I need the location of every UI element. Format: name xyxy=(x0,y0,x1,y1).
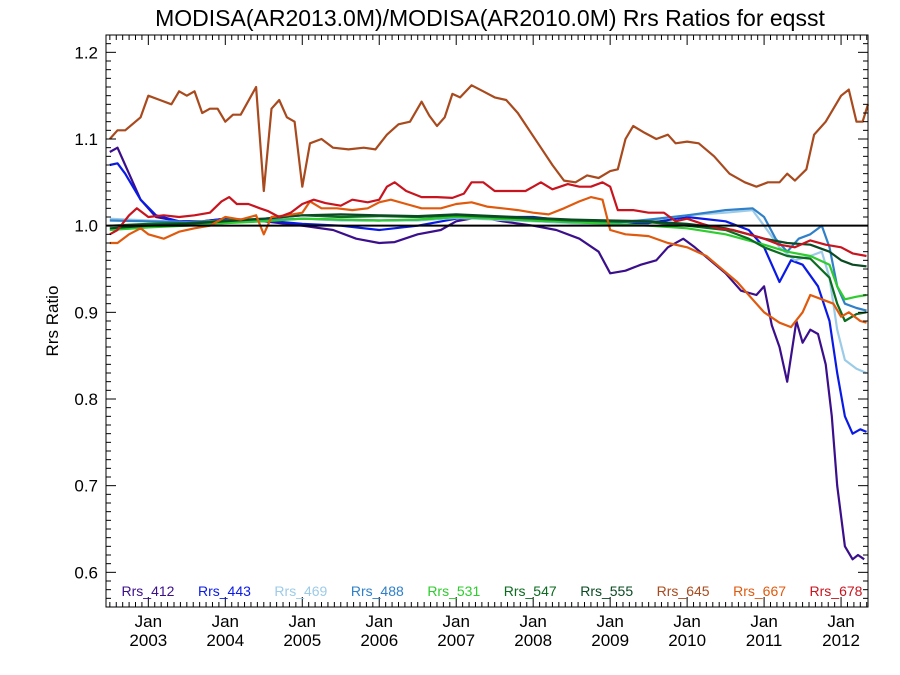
x-tick-year-label: 2012 xyxy=(822,631,860,650)
x-tick-month-label: Jan xyxy=(366,612,393,631)
legend-label-rrs-488: Rrs_488 xyxy=(351,583,404,599)
y-tick-label: 1.0 xyxy=(74,217,98,236)
y-tick-label: 0.7 xyxy=(74,477,98,496)
y-axis-ticks: 0.6 0.7 0.8 0.9 1.0 1.1 1.2 xyxy=(74,43,868,599)
legend-label-rrs-555: Rrs_555 xyxy=(580,583,633,599)
legend-label-rrs-469: Rrs_469 xyxy=(274,583,327,599)
x-tick-year-label: 2011 xyxy=(746,631,783,650)
chart-title: MODISA(AR2013.0M)/MODISA(AR2010.0M) Rrs … xyxy=(155,5,825,31)
legend-label-rrs-678: Rrs_678 xyxy=(810,583,863,599)
legend: Rrs_412 Rrs_443 Rrs_469 Rrs_488 Rrs_531 Rrs_5… xyxy=(122,583,863,599)
x-tick-month-label: Jan xyxy=(289,612,316,631)
y-tick-label: 1.1 xyxy=(74,130,98,149)
x-tick-year-label: 2006 xyxy=(360,631,398,650)
series-line-rrs-678 xyxy=(109,181,867,258)
x-axis-ticks: Jan2003Jan2004Jan2005Jan2006Jan2007Jan20… xyxy=(109,35,868,650)
legend-label-rrs-667: Rrs_667 xyxy=(733,583,786,599)
x-tick-month-label: Jan xyxy=(135,612,162,631)
legend-label-rrs-531: Rrs_531 xyxy=(427,583,480,599)
x-tick-month-label: Jan xyxy=(519,612,546,631)
x-tick-year-label: 2008 xyxy=(514,631,552,650)
y-tick-label: 0.8 xyxy=(74,390,98,409)
x-tick-month-label: Jan xyxy=(596,612,623,631)
legend-label-rrs-412: Rrs_412 xyxy=(122,583,175,599)
legend-label-rrs-645: Rrs_645 xyxy=(657,583,710,599)
x-tick-month-label: Jan xyxy=(750,612,777,631)
x-tick-year-label: 2004 xyxy=(206,631,244,650)
series-line-rrs-547 xyxy=(109,214,867,323)
legend-label-rrs-547: Rrs_547 xyxy=(504,583,557,599)
y-tick-label: 0.9 xyxy=(74,303,98,322)
x-tick-month-label: Jan xyxy=(673,612,700,631)
legend-label-rrs-443: Rrs_443 xyxy=(198,583,251,599)
x-tick-year-label: 2003 xyxy=(129,631,167,650)
plot-frame xyxy=(105,34,869,608)
series-line-rrs-645 xyxy=(108,84,870,193)
x-tick-month-label: Jan xyxy=(443,612,470,631)
y-tick-label: 1.2 xyxy=(74,43,98,62)
x-tick-year-label: 2005 xyxy=(283,631,321,650)
plot-border xyxy=(105,34,869,608)
series-line-rrs-531 xyxy=(109,215,867,301)
y-axis-label: Rrs Ratio xyxy=(43,286,62,357)
y-tick-label: 0.6 xyxy=(74,563,98,582)
series-layer xyxy=(108,84,870,561)
x-tick-month-label: Jan xyxy=(827,612,854,631)
x-tick-month-label: Jan xyxy=(212,612,239,631)
series-line-rrs-667 xyxy=(109,196,867,329)
x-tick-year-label: 2009 xyxy=(591,631,629,650)
series-line-rrs-555 xyxy=(109,213,867,268)
x-tick-year-label: 2010 xyxy=(668,631,706,650)
x-tick-year-label: 2007 xyxy=(437,631,475,650)
